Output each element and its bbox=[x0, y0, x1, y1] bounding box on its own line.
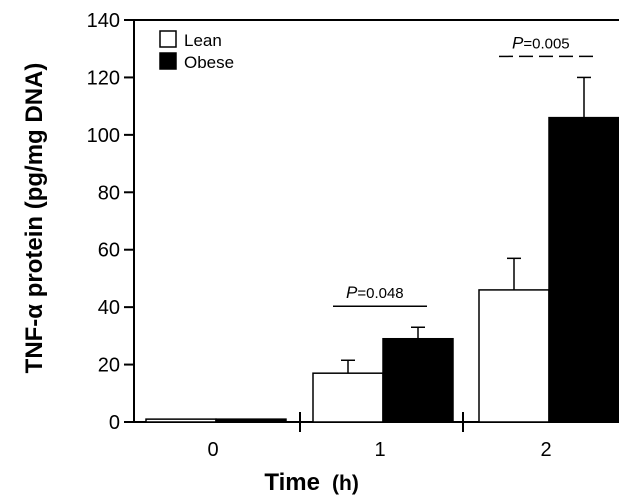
x-axis-title: Time bbox=[264, 469, 320, 496]
legend: Lean Obese bbox=[159, 30, 234, 72]
p-value-letter-2: P bbox=[512, 33, 524, 52]
y-tick-label-20: 20 bbox=[98, 355, 120, 377]
x-tick-label-0: 0 bbox=[207, 439, 218, 461]
y-tick-label-40: 40 bbox=[98, 297, 120, 319]
legend-label-obese: Obese bbox=[184, 53, 234, 72]
p-value-label-2: P=0.005 bbox=[512, 33, 570, 52]
y-tick-label-100: 100 bbox=[87, 125, 120, 147]
bars bbox=[145, 76, 619, 423]
p-value-letter-1: P bbox=[346, 283, 358, 302]
bar-obese-2 bbox=[548, 116, 619, 423]
bar-lean-1 bbox=[312, 372, 384, 423]
bar-lean-0 bbox=[145, 418, 217, 423]
y-ticks: 0 20 40 60 80 100 120 140 bbox=[87, 10, 134, 434]
x-ticks: 0 1 2 bbox=[207, 439, 551, 461]
p-value-number-1: =0.048 bbox=[357, 285, 403, 302]
legend-swatch-obese bbox=[159, 52, 177, 70]
x-axis-unit: (h) bbox=[332, 472, 359, 495]
legend-label-lean: Lean bbox=[184, 31, 222, 50]
y-tick-label-80: 80 bbox=[98, 182, 120, 204]
x-tick-label-2: 2 bbox=[540, 439, 551, 461]
p-value-number-2: =0.005 bbox=[523, 35, 569, 52]
y-axis-title: TNF-α protein (pg/mg DNA) bbox=[21, 63, 48, 374]
y-tick-label-0: 0 bbox=[109, 412, 120, 434]
bar-obese-0 bbox=[215, 418, 287, 423]
y-tick-label-60: 60 bbox=[98, 240, 120, 262]
p-value-label-1: P=0.048 bbox=[346, 283, 404, 302]
bar-obese-1 bbox=[382, 337, 454, 423]
y-tick-label-140: 140 bbox=[87, 10, 120, 32]
y-tick-label-120: 120 bbox=[87, 67, 120, 89]
x-tick-label-1: 1 bbox=[374, 439, 385, 461]
legend-swatch-lean bbox=[159, 30, 177, 48]
bar-lean-2 bbox=[478, 289, 550, 423]
